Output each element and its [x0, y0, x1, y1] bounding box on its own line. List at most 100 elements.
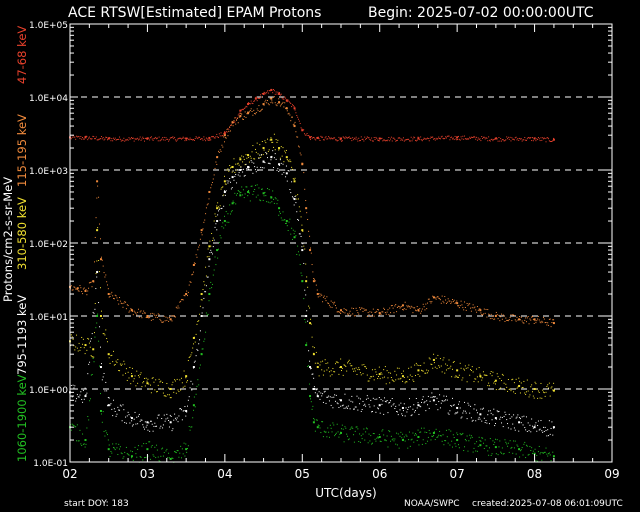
data-point — [132, 314, 134, 316]
data-point — [318, 425, 320, 427]
data-point — [163, 395, 165, 397]
data-point — [74, 349, 76, 351]
data-point — [128, 454, 130, 456]
data-point — [149, 139, 151, 141]
data-point — [376, 310, 378, 312]
data-point — [246, 157, 248, 159]
data-point — [247, 195, 249, 197]
data-point — [503, 415, 505, 417]
data-point — [279, 102, 281, 104]
data-point — [367, 442, 369, 444]
data-point — [175, 452, 177, 454]
data-point — [361, 307, 363, 309]
data-point — [381, 137, 383, 139]
data-point — [78, 342, 80, 344]
data-point — [313, 417, 315, 419]
channel-legend: 1060-1900 keV 795-1193 keV 310-580 keV 1… — [15, 26, 29, 462]
data-point — [137, 375, 139, 377]
data-point — [485, 374, 487, 376]
data-point — [514, 319, 516, 321]
data-point — [525, 317, 527, 319]
data-point — [498, 410, 500, 412]
data-point — [76, 398, 78, 400]
data-point — [370, 315, 372, 317]
data-point — [203, 221, 205, 223]
data-point — [237, 162, 239, 164]
data-point — [443, 138, 445, 140]
data-point — [285, 107, 287, 109]
data-point — [162, 321, 164, 323]
data-point — [138, 138, 140, 140]
data-point — [156, 391, 158, 393]
data-point — [353, 441, 355, 443]
data-point — [153, 138, 155, 140]
data-point — [126, 415, 128, 417]
x-tick-label: 04 — [217, 467, 232, 481]
data-point — [437, 436, 439, 438]
data-point — [197, 350, 199, 352]
data-point — [84, 353, 86, 355]
data-point — [319, 427, 321, 429]
data-point — [465, 440, 467, 442]
data-point — [191, 389, 193, 391]
data-point — [329, 424, 331, 426]
data-point — [154, 137, 156, 139]
data-point — [305, 321, 307, 323]
data-point — [540, 322, 542, 324]
data-point — [87, 337, 89, 339]
data-point — [470, 307, 472, 309]
data-point — [174, 413, 176, 415]
data-point — [438, 434, 440, 436]
data-point — [443, 357, 445, 359]
data-point — [365, 309, 367, 311]
data-point — [372, 432, 374, 434]
data-point — [251, 111, 253, 113]
data-point — [525, 457, 527, 459]
data-point — [90, 374, 92, 376]
data-point — [392, 380, 394, 382]
data-point — [427, 436, 429, 438]
data-point — [390, 138, 392, 140]
data-point — [384, 400, 386, 402]
data-point — [462, 377, 464, 379]
data-point — [443, 444, 445, 446]
data-point — [467, 402, 469, 404]
data-point — [215, 215, 217, 217]
data-point — [196, 137, 198, 139]
data-point — [305, 294, 307, 296]
data-point — [89, 138, 91, 140]
data-point — [396, 411, 398, 413]
data-point — [84, 290, 86, 292]
data-point — [475, 420, 477, 422]
data-point — [210, 245, 212, 247]
data-point — [433, 353, 435, 355]
legend-310-580: 310-580 keV — [15, 197, 29, 270]
data-point — [162, 392, 164, 394]
data-point — [402, 410, 404, 412]
data-point — [269, 163, 271, 165]
data-point — [455, 445, 457, 447]
data-point — [314, 280, 316, 282]
data-point — [83, 347, 85, 349]
data-point — [170, 315, 172, 317]
data-point — [444, 400, 446, 402]
data-point — [532, 450, 534, 452]
data-point — [368, 380, 370, 382]
data-point — [205, 275, 207, 277]
data-point — [229, 127, 231, 129]
data-point — [482, 407, 484, 409]
data-point — [309, 395, 312, 398]
data-point — [544, 395, 546, 397]
data-point — [242, 156, 244, 158]
data-point — [408, 431, 410, 433]
data-point — [471, 366, 473, 368]
data-point — [497, 376, 499, 378]
data-point — [349, 429, 351, 431]
data-point — [334, 305, 336, 307]
data-point — [82, 293, 84, 295]
data-point — [365, 309, 367, 311]
data-point — [447, 442, 449, 444]
data-point — [439, 435, 441, 437]
data-point — [341, 428, 342, 430]
data-point — [283, 98, 285, 100]
